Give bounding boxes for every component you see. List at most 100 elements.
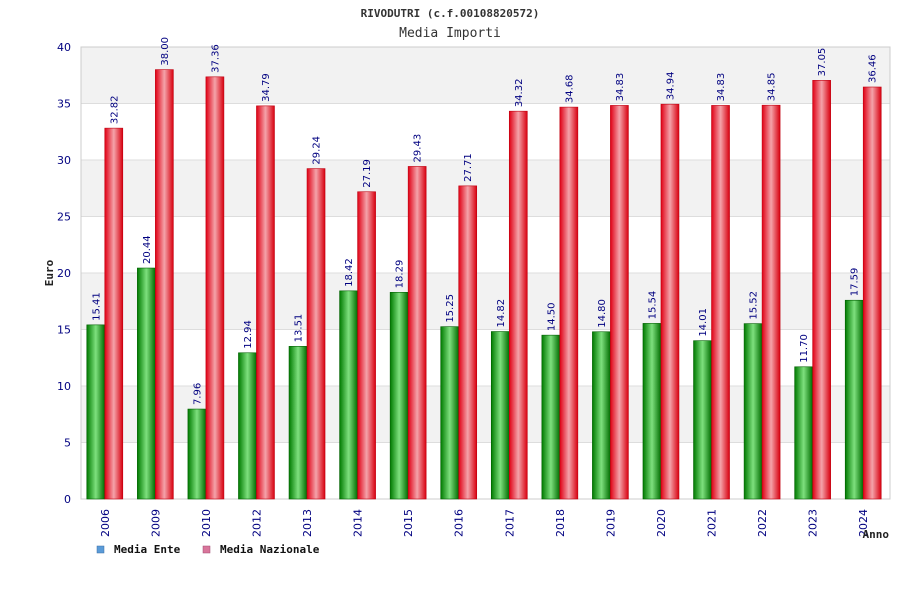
data-label-media-nazionale-2012: 34.79 — [261, 73, 272, 102]
data-label-media-ente-2019: 14.80 — [597, 299, 608, 328]
y-tick-label: 25 — [57, 211, 71, 224]
x-axis-ticks: 2006 2009 2010 2012 2013 2014 2015 2016 2017 2018… — [99, 509, 870, 537]
bar-media-ente-2018 — [541, 334, 561, 500]
data-label-media-ente-2012: 12.94 — [243, 320, 254, 349]
bar-media-ente-2009 — [137, 267, 156, 500]
data-label-media-nazionale-2020: 34.94 — [665, 72, 676, 101]
bar-media-ente-2015 — [389, 292, 409, 500]
bar-media-ente-2023 — [794, 366, 813, 500]
data-label-media-nazionale-2006: 32.82 — [109, 95, 120, 124]
legend: Media Ente Media Nazionale — [96, 543, 320, 556]
bar-media-ente-2006 — [86, 324, 106, 500]
bar-media-ente-2017 — [490, 331, 510, 500]
data-label-media-nazionale-2024: 36.46 — [868, 54, 879, 83]
chart-subtitle: Media Importi — [399, 26, 501, 41]
bar-media-nazionale-2006 — [104, 127, 124, 500]
bar-media-ente-2024 — [844, 299, 864, 500]
data-label-media-ente-2022: 15.52 — [749, 291, 760, 320]
bar-media-nazionale-2024 — [862, 86, 882, 500]
x-tick-label-2015: 2015 — [402, 509, 415, 537]
bar-media-nazionale-2017 — [508, 110, 528, 500]
x-tick-label-2024: 2024 — [857, 509, 870, 537]
data-label-media-nazionale-2018: 34.68 — [564, 74, 575, 103]
data-label-media-ente-2006: 15.41 — [91, 292, 102, 321]
legend-swatch-media-nazionale — [202, 545, 211, 554]
legend-label-media-nazionale: Media Nazionale — [220, 543, 320, 556]
bar-media-ente-2013 — [288, 346, 308, 500]
bar-media-nazionale-2021 — [711, 105, 730, 500]
y-tick-label: 5 — [64, 437, 71, 450]
bar-media-nazionale-2023 — [812, 80, 831, 500]
bar-media-nazionale-2009 — [155, 69, 174, 500]
bar-media-nazionale-2014 — [357, 191, 376, 500]
x-tick-label-2016: 2016 — [453, 509, 466, 537]
data-label-media-nazionale-2022: 34.85 — [767, 73, 778, 102]
bar-media-ente-2021 — [693, 340, 712, 500]
data-label-media-ente-2021: 14.01 — [698, 308, 709, 337]
y-axis-ticks: 0 5 10 15 20 25 30 35 40 — [57, 41, 71, 506]
legend-label-media-ente: Media Ente — [114, 543, 181, 556]
bar-media-ente-2010 — [187, 408, 207, 500]
data-label-media-ente-2024: 17.59 — [850, 268, 861, 297]
bar-media-nazionale-2020 — [660, 103, 680, 500]
y-tick-label: 15 — [57, 324, 71, 337]
y-tick-label: 10 — [57, 380, 71, 393]
bar-media-ente-2014 — [339, 290, 358, 500]
data-label-media-ente-2015: 18.29 — [395, 260, 406, 289]
x-tick-label-2017: 2017 — [503, 509, 516, 537]
x-tick-label-2012: 2012 — [250, 509, 263, 537]
data-label-media-nazionale-2021: 34.83 — [716, 73, 727, 102]
bar-media-ente-2012 — [238, 352, 257, 500]
x-tick-label-2020: 2020 — [655, 509, 668, 537]
data-label-media-ente-2014: 18.42 — [344, 258, 355, 287]
bars — [86, 69, 882, 500]
bar-media-ente-2022 — [743, 323, 763, 500]
bar-media-nazionale-2022 — [761, 104, 781, 500]
x-tick-label-2009: 2009 — [149, 509, 162, 537]
data-labels: 15.41 32.82 20.44 38.00 7.96 37.36 12.94 34.79 1… — [91, 37, 878, 405]
y-axis-label: Euro — [43, 259, 56, 286]
data-label-media-nazionale-2023: 37.05 — [817, 48, 828, 77]
legend-swatch-media-ente — [96, 545, 105, 554]
x-tick-label-2023: 2023 — [807, 509, 820, 537]
bar-media-nazionale-2018 — [559, 106, 579, 500]
y-tick-label: 35 — [57, 98, 71, 111]
x-tick-label-2010: 2010 — [200, 509, 213, 537]
chart-title: RIVODUTRI (c.f.00108820572) — [361, 7, 540, 20]
bar-media-nazionale-2010 — [205, 76, 225, 500]
data-label-media-nazionale-2017: 34.32 — [514, 79, 525, 108]
bar-media-ente-2019 — [592, 331, 611, 500]
x-tick-label-2013: 2013 — [301, 509, 314, 537]
plot-area-frame — [80, 46, 891, 500]
data-label-media-ente-2020: 15.54 — [647, 291, 658, 320]
data-label-media-ente-2023: 11.70 — [799, 334, 810, 363]
data-label-media-nazionale-2014: 27.19 — [362, 159, 373, 188]
bar-media-ente-2020 — [642, 323, 662, 500]
data-label-media-ente-2017: 14.82 — [496, 299, 507, 328]
data-label-media-ente-2016: 15.25 — [445, 294, 456, 323]
x-tick-label-2021: 2021 — [706, 509, 719, 537]
y-tick-label: 30 — [57, 154, 71, 167]
data-label-media-ente-2009: 20.44 — [142, 235, 153, 264]
data-label-media-ente-2013: 13.51 — [294, 314, 305, 343]
data-label-media-nazionale-2010: 37.36 — [210, 44, 221, 73]
bar-media-nazionale-2016 — [458, 185, 478, 500]
data-label-media-nazionale-2016: 27.71 — [463, 153, 474, 182]
data-label-media-nazionale-2013: 29.24 — [312, 136, 323, 165]
bar-media-nazionale-2019 — [610, 105, 629, 500]
data-label-media-ente-2010: 7.96 — [192, 383, 203, 405]
data-label-media-nazionale-2009: 38.00 — [160, 37, 171, 66]
y-tick-label: 20 — [57, 267, 71, 280]
data-label-media-ente-2018: 14.50 — [546, 303, 557, 332]
data-label-media-nazionale-2015: 29.43 — [413, 134, 424, 163]
bar-media-ente-2016 — [440, 326, 460, 500]
x-tick-label-2018: 2018 — [554, 509, 567, 537]
data-label-media-nazionale-2019: 34.83 — [615, 73, 626, 102]
bar-media-nazionale-2012 — [256, 105, 275, 500]
x-tick-label-2022: 2022 — [756, 509, 769, 537]
bar-media-nazionale-2015 — [407, 166, 427, 500]
x-axis-label: Anno — [863, 528, 890, 541]
bar-media-nazionale-2013 — [306, 168, 326, 500]
x-tick-label-2014: 2014 — [352, 509, 365, 537]
